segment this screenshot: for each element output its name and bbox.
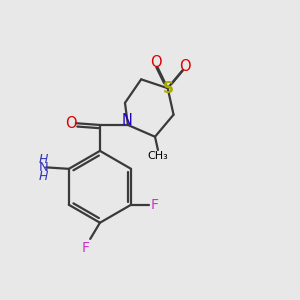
Text: F: F xyxy=(151,198,159,212)
Text: S: S xyxy=(163,81,174,96)
Text: H: H xyxy=(38,153,48,166)
Text: O: O xyxy=(65,116,76,131)
Text: F: F xyxy=(82,241,90,255)
Text: O: O xyxy=(150,55,162,70)
Text: N: N xyxy=(38,161,48,175)
Text: O: O xyxy=(179,59,191,74)
Text: CH₃: CH₃ xyxy=(148,151,168,161)
Text: N: N xyxy=(121,113,132,128)
Text: H: H xyxy=(38,170,48,183)
